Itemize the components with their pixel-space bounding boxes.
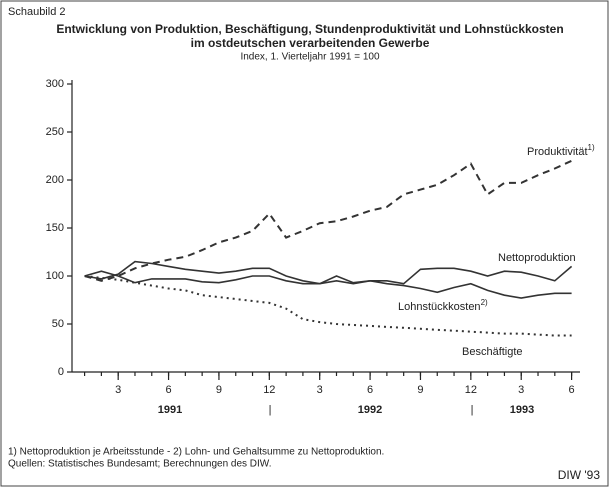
series-line bbox=[84, 270, 572, 299]
series-name: Beschäftigte bbox=[462, 346, 523, 358]
y-tick-label: 150 bbox=[46, 222, 64, 234]
x-tick-label: 3 bbox=[518, 384, 524, 396]
series-line bbox=[84, 159, 573, 282]
x-tick-label: 9 bbox=[417, 384, 423, 396]
x-tick-label: 3 bbox=[115, 384, 121, 396]
x-tick-label: 6 bbox=[569, 384, 575, 396]
x-tick-label: 3 bbox=[317, 384, 323, 396]
x-tick-label: 6 bbox=[165, 384, 171, 396]
series-label: Nettoproduktion bbox=[498, 252, 576, 264]
x-tick-label: 6 bbox=[367, 384, 373, 396]
x-tick-label: 12 bbox=[263, 384, 275, 396]
year-label: 1993 bbox=[510, 404, 534, 416]
chart-subtitle: Index, 1. Vierteljahr 1991 = 100 bbox=[240, 52, 380, 63]
y-tick-label: 0 bbox=[58, 366, 64, 378]
series-line bbox=[84, 275, 572, 337]
y-tick-label: 50 bbox=[52, 318, 64, 330]
x-tick-label: 12 bbox=[465, 384, 477, 396]
series-label: Produktivität1) bbox=[527, 143, 595, 158]
credit: DIW '93 bbox=[558, 468, 601, 482]
y-tick-label: 200 bbox=[46, 174, 64, 186]
series-label: Beschäftigte bbox=[462, 346, 523, 358]
year-separator: | bbox=[471, 404, 474, 416]
figure-label: Schaubild 2 bbox=[8, 6, 66, 18]
footnote: Quellen: Statistisches Bundesamt; Berech… bbox=[8, 459, 271, 470]
year-label: 1992 bbox=[358, 404, 382, 416]
y-tick-label: 250 bbox=[46, 126, 64, 138]
year-label: 1991 bbox=[158, 404, 182, 416]
series-name: Nettoproduktion bbox=[498, 252, 576, 264]
y-tick-label: 300 bbox=[46, 78, 64, 90]
series-label: Lohnstückkosten2) bbox=[398, 298, 488, 313]
chart-title: im ostdeutschen verarbeitenden Gewerbe bbox=[191, 36, 430, 50]
series-line bbox=[84, 260, 573, 285]
x-tick-label: 9 bbox=[216, 384, 222, 396]
chart-title: Entwicklung von Produktion, Beschäftigun… bbox=[56, 22, 563, 36]
series-name: Produktivität bbox=[527, 146, 588, 158]
footnote: 1) Nettoproduktion je Arbeitsstunde - 2)… bbox=[8, 447, 384, 458]
year-separator: | bbox=[269, 404, 272, 416]
series-note: 2) bbox=[481, 298, 488, 307]
series-name: Lohnstückkosten bbox=[398, 301, 481, 313]
y-tick-label: 100 bbox=[46, 270, 64, 282]
series-note: 1) bbox=[588, 143, 595, 152]
